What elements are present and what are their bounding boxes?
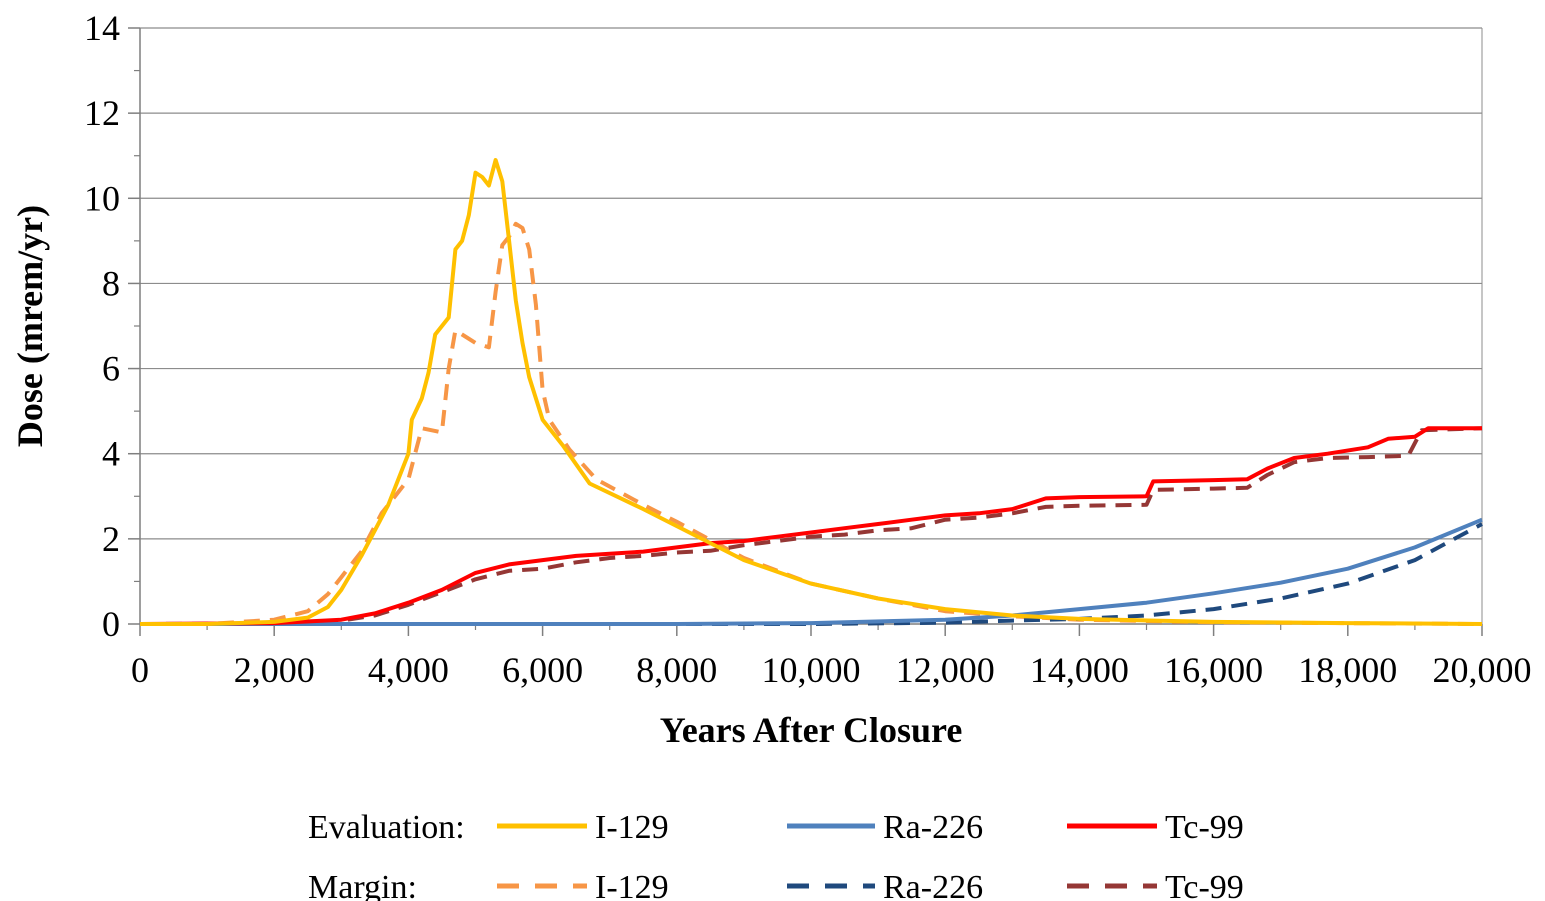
series-line-evaluation-tc-99: [139, 426, 1482, 626]
x-tick-label: 8,000: [636, 650, 717, 690]
x-tick-label: 10,000: [762, 650, 861, 690]
y-tick-label: 0: [102, 604, 120, 644]
y-tick-label: 12: [84, 93, 120, 133]
legend-group-label: Evaluation:: [308, 809, 465, 846]
legend-entry-label: Ra-226: [883, 869, 983, 901]
x-tick-label: 0: [131, 650, 149, 690]
y-tick-labels: 0 2 4 6 8 10 12 14: [84, 8, 120, 644]
x-tick-label: 6,000: [502, 650, 583, 690]
legend-entry-label: I-129: [595, 869, 669, 901]
y-axis-title: Dose (mrem/yr): [10, 205, 50, 447]
legend-entry-label: Ra-226: [883, 809, 983, 846]
y-tick-label: 6: [102, 349, 120, 389]
legend-entry-label: Tc-99: [1165, 869, 1244, 901]
legend: Evaluation: I-129 Ra-226 Tc-99 Margin: I-129 R…: [308, 809, 1244, 901]
x-tick-label: 18,000: [1298, 650, 1397, 690]
legend-entry-label: I-129: [595, 809, 669, 846]
axes: [128, 27, 1483, 636]
data-series: [139, 158, 1483, 626]
x-tick-label: 12,000: [896, 650, 995, 690]
gridlines: [140, 27, 1483, 624]
x-tick-label: 20,000: [1433, 650, 1532, 690]
legend-group-label: Margin:: [308, 869, 417, 901]
series-line-evaluation-ra-226: [140, 517, 1483, 626]
series-line-margin-ra-226: [140, 522, 1483, 626]
x-tick-label: 2,000: [234, 650, 315, 690]
legend-entry-label: Tc-99: [1165, 809, 1244, 846]
series-line-evaluation-i-129: [140, 158, 1483, 626]
y-tick-label: 2: [102, 519, 120, 559]
y-tick-label: 14: [84, 8, 120, 48]
x-tick-labels: 0 2,000 4,000 6,000 8,000 10,000 12,000 14,000 1…: [131, 650, 1532, 690]
series-line-margin-tc-99: [139, 426, 1483, 626]
x-tick-label: 14,000: [1030, 650, 1129, 690]
y-tick-label: 10: [84, 178, 120, 218]
series-line-margin-i-129: [140, 221, 1483, 626]
x-tick-label: 16,000: [1164, 650, 1263, 690]
x-axis-title: Years After Closure: [660, 710, 963, 750]
y-tick-label: 4: [102, 434, 120, 474]
x-tick-label: 4,000: [368, 650, 449, 690]
y-tick-label: 8: [102, 263, 120, 303]
